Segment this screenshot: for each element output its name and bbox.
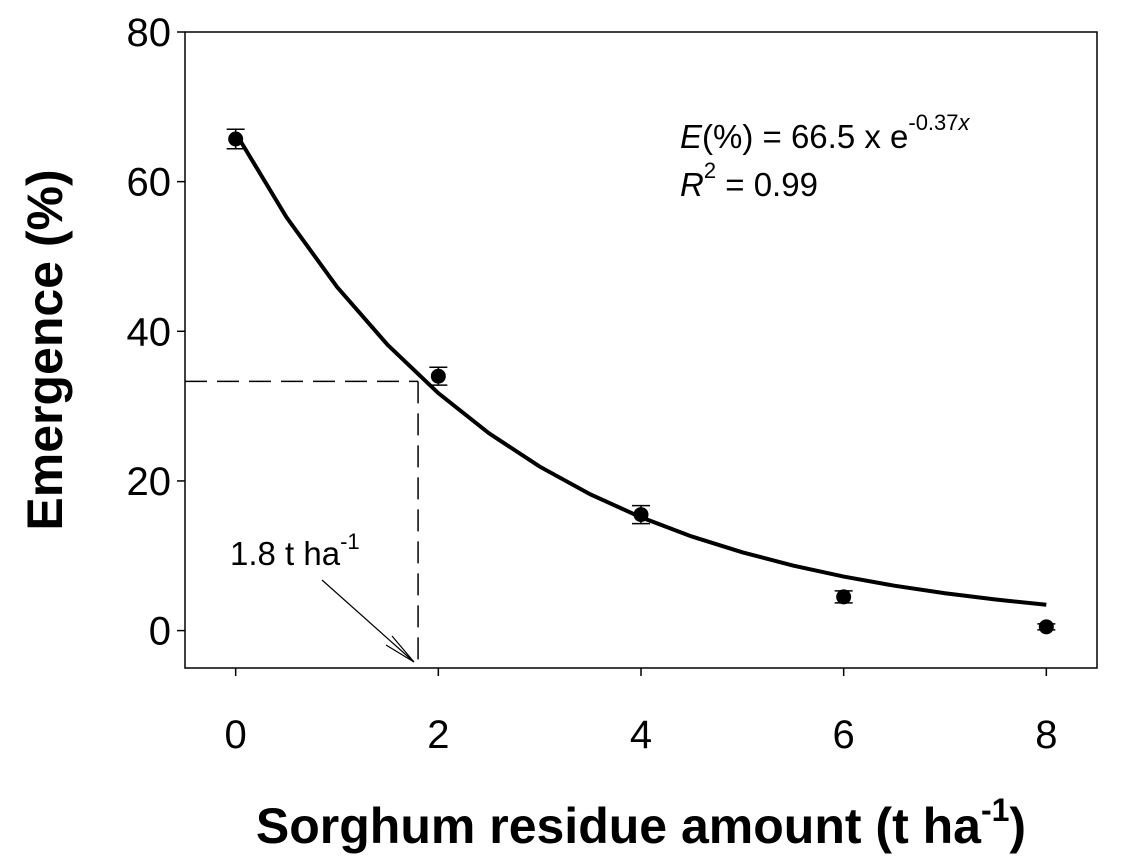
reference-label-sup: -1 <box>340 529 360 554</box>
reference-label: 1.8 t ha-1 <box>230 529 360 572</box>
x-tick-label: 6 <box>833 713 855 757</box>
equation-exp: -0.37 <box>908 110 958 135</box>
x-axis-title-main: Sorghum residue amount (t ha <box>256 798 982 854</box>
point <box>836 589 852 605</box>
equation-body: (%) = 66.5 x e <box>702 118 908 155</box>
reference-label-main: 1.8 t ha <box>230 535 341 572</box>
point <box>430 368 446 384</box>
reference-arrow <box>321 579 415 663</box>
x-tick-label: 0 <box>225 713 247 757</box>
r-squared-sup: 2 <box>704 158 716 183</box>
equation-exp-var: x <box>958 110 971 135</box>
x-axis-title: Sorghum residue amount (t ha-1) <box>256 792 1026 854</box>
r-squared: R2 = 0.99 <box>680 158 818 203</box>
point <box>1038 619 1054 635</box>
point <box>633 507 649 523</box>
y-axis-title: Emergence (%) <box>17 169 73 530</box>
equation-var: E <box>680 118 703 155</box>
r-squared-var: R <box>680 166 704 203</box>
y-tick-label: 20 <box>127 460 172 504</box>
point <box>228 131 244 147</box>
y-tick-label: 40 <box>127 310 172 354</box>
x-axis-title-sup: -1 <box>981 792 1009 828</box>
y-tick-label: 0 <box>149 610 171 654</box>
r-squared-value: = 0.99 <box>716 166 818 203</box>
equation: E(%) = 66.5 x e-0.37x <box>680 110 971 155</box>
y-tick-label: 60 <box>127 161 172 205</box>
y-tick-label: 80 <box>127 11 172 55</box>
x-tick-label: 8 <box>1035 713 1057 757</box>
x-tick-label: 4 <box>630 713 652 757</box>
x-tick-label: 2 <box>427 713 449 757</box>
x-axis-title-end: ) <box>1009 798 1026 854</box>
